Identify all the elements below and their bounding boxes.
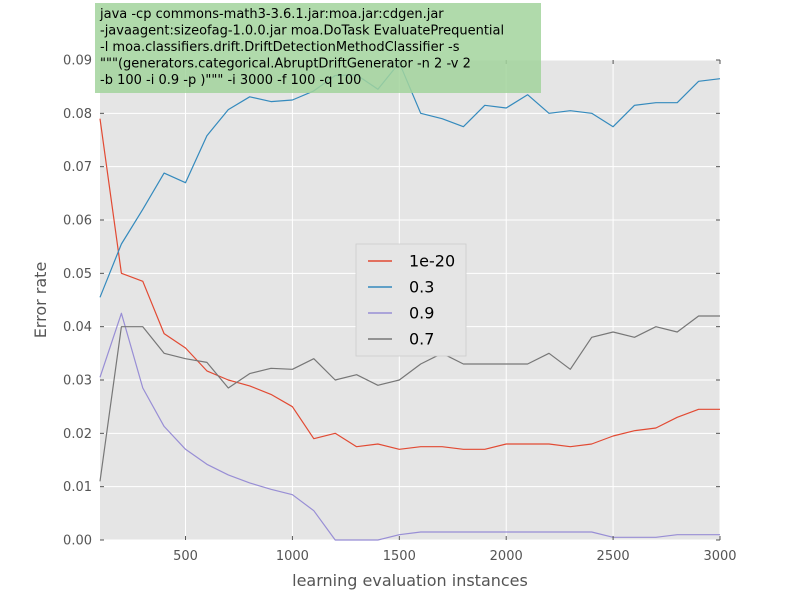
- y-tick-label: 0.03: [63, 374, 92, 389]
- legend-box: [355, 243, 467, 357]
- y-tick-label: 0.06: [63, 214, 92, 229]
- y-tick-label: 0.05: [63, 267, 92, 282]
- y-tick-label: 0.02: [63, 427, 92, 442]
- y-tick-label: 0.09: [63, 54, 92, 69]
- x-tick-label: 1500: [383, 549, 416, 564]
- x-tick-label: 3000: [703, 549, 736, 564]
- x-tick-label: 1000: [276, 549, 309, 564]
- annotation-line: -l moa.classifiers.drift.DriftDetectionM…: [100, 40, 460, 55]
- y-tick-label: 0.04: [63, 320, 92, 335]
- x-tick-label: 2500: [597, 549, 630, 564]
- annotation-line: -b 100 -i 0.9 -p )""" -i 3000 -f 100 -q …: [100, 73, 361, 88]
- x-tick-label: 2000: [490, 549, 523, 564]
- y-tick-label: 0.07: [63, 160, 92, 175]
- command-annotation: java -cp commons-math3-3.6.1.jar:moa.jar…: [95, 3, 541, 93]
- series-line-3: [99, 315, 720, 482]
- legend-label: 1e-20: [409, 252, 455, 271]
- y-tick-label: 0.01: [63, 480, 92, 495]
- y-tick-label: 0.00: [63, 534, 92, 549]
- series-line-2: [99, 312, 720, 541]
- annotation-line: -javaagent:sizeofag-1.0.0.jar moa.DoTask…: [100, 24, 504, 39]
- legend: 1e-20 0.3 0.9 0.7: [355, 243, 467, 357]
- annotation-line: java -cp commons-math3-3.6.1.jar:moa.jar…: [99, 7, 444, 22]
- legend-label: 0.7: [409, 330, 434, 349]
- series-line-0: [99, 118, 720, 450]
- legend-label: 0.9: [409, 304, 434, 323]
- legend-label: 0.3: [409, 278, 434, 297]
- axis-ticks: 0.00 0.01 0.02 0.03 0.04 0.05 0.06 0.07 0.08 0.09…: [63, 54, 737, 565]
- annotation-box: [95, 3, 541, 93]
- y-axis-label: Error rate: [31, 262, 50, 339]
- x-tick-label: 500: [173, 549, 198, 564]
- y-tick-label: 0.08: [63, 107, 92, 122]
- annotation-line: """(generators.categorical.AbruptDriftGe…: [100, 57, 471, 72]
- x-axis-label: learning evaluation instances: [292, 571, 528, 590]
